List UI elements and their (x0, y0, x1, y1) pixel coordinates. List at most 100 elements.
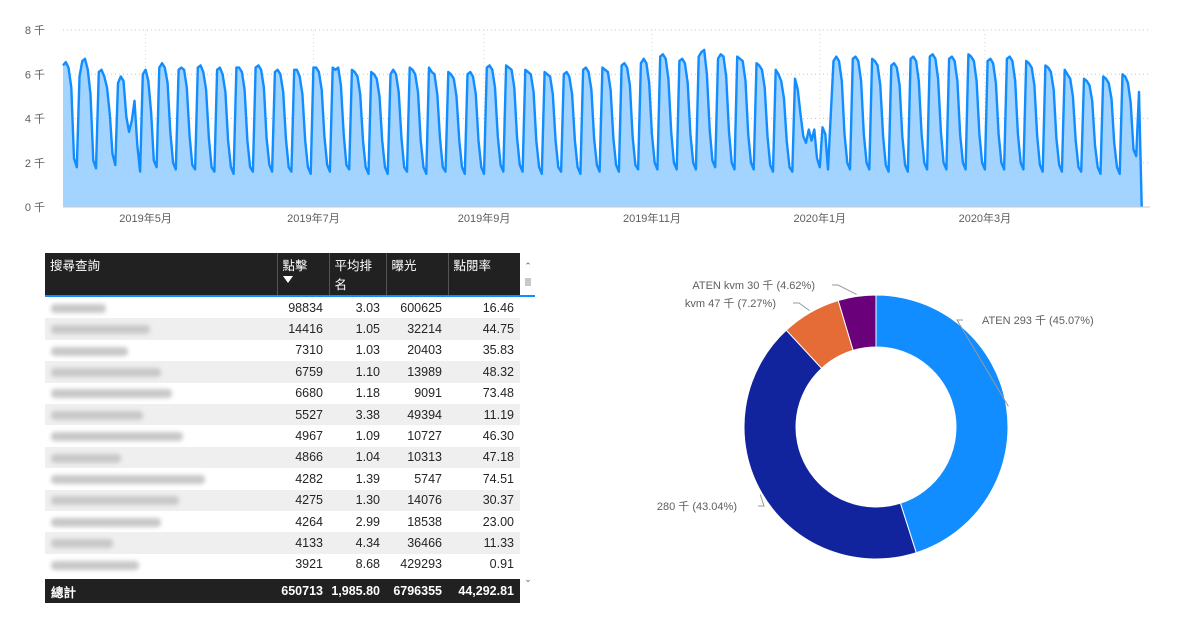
impressions-cell: 14076 (386, 489, 448, 511)
table-row[interactable]: 4264 2.99 18538 23.00 (45, 511, 520, 532)
donut-data-label: ATEN kvm 30 千 (4.62%) (692, 279, 815, 292)
query-cell (45, 446, 277, 469)
table-row[interactable]: 4866 1.04 10313 47.18 (45, 446, 520, 469)
table-row[interactable]: 7310 1.03 20403 35.83 (45, 340, 520, 361)
total-ctr: 44,292.81 (458, 584, 514, 598)
redacted-query (51, 389, 172, 399)
avg-rank-cell: 1.18 (355, 386, 380, 401)
table-row[interactable]: 6759 1.10 13989 48.32 (45, 361, 520, 383)
clicks-cell: 4133 (277, 532, 329, 554)
redacted-query (51, 368, 161, 378)
impressions-cell: 20403 (407, 343, 442, 358)
clicks-cell: 4264 (295, 514, 323, 529)
donut-leader-line (758, 494, 765, 507)
x-tick-label: 2020年1月 (793, 211, 846, 225)
ctr-cell: 23.00 (482, 514, 514, 529)
total-impressions: 6796355 (393, 584, 442, 598)
area-chart-svg: 0 千 2 千 4 千 6 千 8 千 2019年5月 2019年7月 2019年9月 2019… (25, 24, 1150, 225)
query-cell (45, 383, 277, 404)
y-tick-label: 8 千 (25, 24, 45, 37)
clicks-cell: 4275 (277, 489, 329, 511)
avg-rank-cell: 3.03 (355, 300, 380, 315)
redacted-query (51, 410, 144, 420)
scrollbar-thumb[interactable] (525, 278, 531, 286)
impressions-cell: 36466 (386, 532, 448, 554)
sort-descending-icon (282, 276, 293, 283)
redacted-query (51, 539, 113, 549)
total-avg-rank: 1,985.80 (331, 584, 380, 598)
avg-rank-cell: 1.30 (329, 489, 386, 511)
donut-leader-line (832, 284, 857, 295)
x-tick-label: 2019年7月 (287, 211, 340, 225)
donut-data-label: ATEN 293 千 (45.07%) (982, 314, 1094, 327)
column-header-avg-rank[interactable]: 平均排名 (328, 253, 386, 295)
column-header-query[interactable]: 搜尋查詢 (45, 253, 277, 295)
table-scrollbar[interactable]: ⌃ ⌄ (522, 253, 534, 585)
x-tick-label: 2019年11月 (623, 211, 681, 225)
impressions-cell: 600625 (400, 300, 442, 315)
clicks-cell: 6680 (295, 386, 323, 401)
query-cell (45, 403, 277, 426)
clicks-cell: 5527 (277, 403, 329, 426)
avg-rank-cell: 1.10 (329, 361, 386, 383)
impressions-cell: 5747 (414, 471, 442, 486)
chevron-up-icon[interactable]: ⌃ (524, 261, 532, 271)
donut-data-label: kvm 47 千 (7.27%) (685, 297, 776, 310)
donut-slice[interactable] (837, 294, 877, 351)
avg-rank-cell: 1.39 (355, 471, 380, 486)
x-tick-label: 2020年3月 (959, 211, 1012, 225)
avg-rank-cell: 1.04 (329, 446, 386, 469)
ctr-cell: 74.51 (482, 471, 514, 486)
table-row[interactable]: 4282 1.39 5747 74.51 (45, 468, 520, 489)
redacted-query (51, 560, 139, 570)
clicks-cell: 98834 (288, 300, 323, 315)
table-row[interactable]: 3921 8.68 429293 0.91 (45, 554, 520, 575)
table-row[interactable]: 4133 4.34 36466 11.33 (45, 532, 520, 554)
column-header-impressions[interactable]: 曝光 (385, 253, 448, 295)
avg-rank-cell: 1.03 (355, 343, 380, 358)
query-cell (45, 554, 277, 575)
ctr-cell: 44.75 (448, 318, 520, 340)
ctr-cell: 47.18 (448, 446, 520, 469)
table-row[interactable]: 6680 1.18 9091 73.48 (45, 383, 520, 404)
impressions-cell: 10313 (386, 446, 448, 469)
table-row[interactable]: 98834 3.03 600625 16.46 (45, 297, 520, 318)
search-query-table: 搜尋查詢 點擊 平均排名 曝光 點閱率 98834 3.03 600625 16.46… (45, 253, 535, 603)
chevron-down-icon[interactable]: ⌄ (524, 574, 532, 584)
column-header-ctr[interactable]: 點閱率 (447, 253, 520, 295)
redacted-query (51, 496, 179, 506)
table-row[interactable]: 4967 1.09 10727 46.30 (45, 425, 520, 446)
redacted-query (51, 453, 122, 463)
avg-rank-cell: 1.09 (355, 429, 380, 444)
clicks-cell: 7310 (295, 343, 323, 358)
table-row[interactable]: 4275 1.30 14076 30.37 (45, 489, 520, 511)
table-row[interactable]: 14416 1.05 32214 44.75 (45, 318, 520, 340)
donut-slice[interactable] (743, 329, 917, 560)
ctr-cell: 11.19 (448, 403, 520, 426)
table-body: 98834 3.03 600625 16.46 14416 1.05 32214 44.75 7… (45, 297, 520, 575)
clicks-cell: 4282 (295, 471, 323, 486)
ctr-cell: 73.48 (482, 386, 514, 401)
query-cell (45, 318, 277, 340)
table-header: 搜尋查詢 點擊 平均排名 曝光 點閱率 (45, 253, 520, 295)
query-cell (45, 340, 277, 361)
impressions-cell: 32214 (386, 318, 448, 340)
donut-slice[interactable] (875, 294, 1009, 554)
donut-leader-line (793, 302, 810, 312)
clicks-cell: 3921 (295, 557, 323, 572)
ctr-cell: 30.37 (448, 489, 520, 511)
redacted-query (51, 432, 183, 442)
ctr-cell: 16.46 (482, 300, 514, 315)
clicks-cell: 4967 (295, 429, 323, 444)
table-row[interactable]: 5527 3.38 49394 11.19 (45, 403, 520, 426)
series-line[interactable] (62, 48, 1143, 208)
query-cell (45, 489, 277, 511)
x-tick-label: 2019年9月 (458, 211, 511, 225)
impressions-cell: 429293 (400, 557, 442, 572)
impressions-cell: 9091 (414, 386, 442, 401)
y-tick-label: 2 千 (25, 157, 45, 170)
y-tick-label: 0 千 (25, 201, 45, 214)
column-header-clicks[interactable]: 點擊 (276, 253, 329, 295)
avg-rank-cell: 1.05 (329, 318, 386, 340)
table-body-viewport[interactable]: 98834 3.03 600625 16.46 14416 1.05 32214 44.75 7… (45, 295, 535, 602)
